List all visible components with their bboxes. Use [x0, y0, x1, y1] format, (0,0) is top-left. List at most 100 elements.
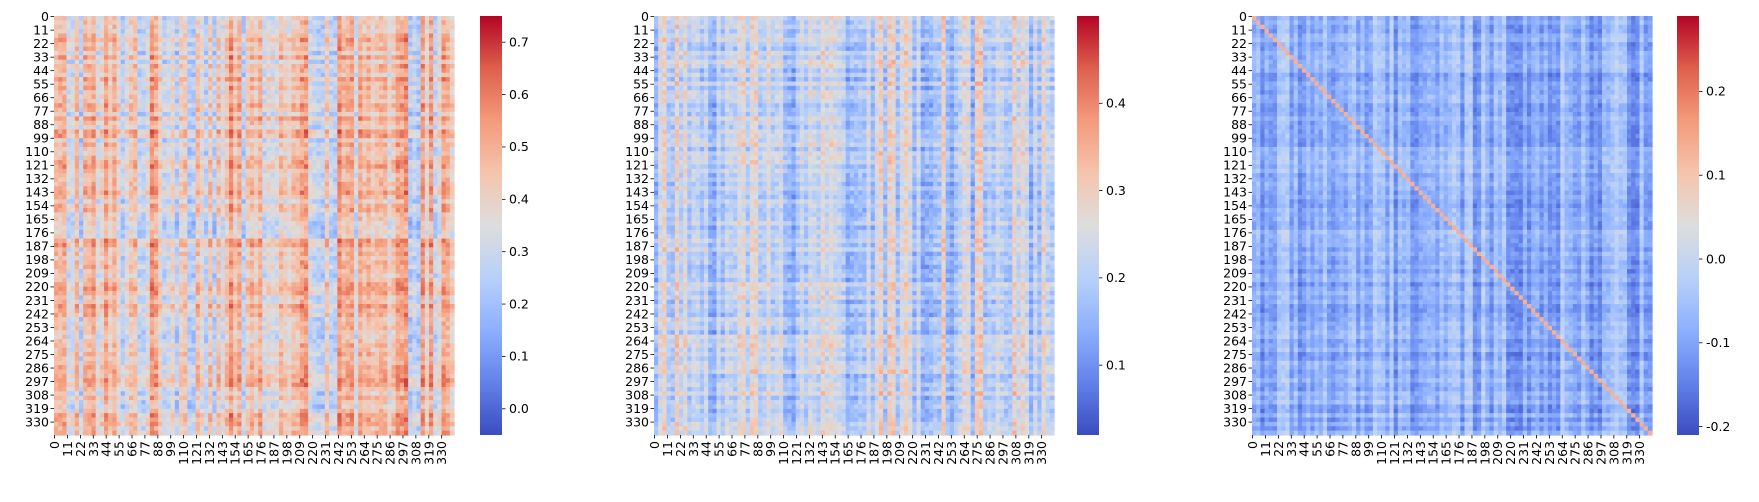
heatmap-cell — [54, 229, 59, 235]
heatmap-cell — [170, 68, 176, 74]
heatmap-cell — [62, 68, 68, 74]
heatmap-cell — [387, 190, 393, 196]
heatmap-cell — [237, 229, 243, 235]
heatmap-cell — [329, 186, 334, 192]
heatmap-cell — [191, 238, 197, 244]
heatmap-cell — [324, 29, 330, 35]
heatmap-cell — [270, 181, 276, 187]
heatmap-cell — [408, 221, 413, 227]
heatmap-cell — [329, 90, 334, 96]
heatmap-cell — [324, 173, 330, 179]
heatmap-cell — [108, 190, 113, 196]
heatmap-cell — [112, 37, 118, 43]
heatmap-cell — [141, 20, 147, 26]
heatmap-cell — [162, 125, 168, 131]
heatmap-cell — [191, 29, 197, 35]
heatmap-cell — [295, 98, 301, 104]
heatmap-cell — [233, 42, 238, 48]
heatmap-cell — [429, 212, 434, 218]
heatmap-cell — [141, 59, 147, 65]
heatmap-cell — [412, 234, 418, 240]
heatmap-cell — [191, 20, 197, 26]
heatmap-cell — [320, 133, 326, 139]
heatmap-cell — [308, 103, 313, 109]
heatmap-cell — [141, 138, 147, 144]
heatmap-cell — [308, 212, 313, 218]
heatmap-cell — [212, 129, 218, 135]
heatmap-cell — [154, 90, 159, 96]
heatmap-cell — [99, 77, 105, 83]
heatmap-cell — [354, 94, 359, 100]
heatmap-cell — [424, 234, 430, 240]
heatmap-cell — [358, 199, 363, 205]
heatmap-cell — [216, 129, 222, 135]
heatmap-cell — [370, 177, 376, 183]
heatmap-cell — [129, 177, 134, 183]
heatmap-cell — [99, 238, 105, 244]
heatmap-cell — [233, 216, 238, 222]
heatmap-cell — [204, 155, 209, 161]
heatmap-cell — [241, 81, 247, 87]
heatmap-cell — [187, 29, 193, 35]
heatmap-cell — [424, 212, 430, 218]
heatmap-cell — [229, 160, 234, 165]
heatmap-cell — [112, 194, 118, 200]
heatmap-cell — [441, 24, 447, 30]
heatmap-cell — [170, 55, 176, 61]
heatmap-cell — [208, 199, 213, 205]
heatmap-cell — [66, 59, 72, 65]
heatmap-cell — [191, 225, 197, 231]
heatmap-cell — [295, 164, 301, 170]
heatmap-cell — [54, 116, 59, 122]
heatmap-cell — [254, 37, 259, 43]
heatmap-cell — [212, 20, 218, 26]
heatmap-cell — [416, 81, 422, 87]
heatmap-cell — [220, 142, 226, 148]
heatmap-cell — [174, 37, 180, 43]
heatmap-cell — [74, 208, 80, 213]
heatmap-cell — [299, 42, 305, 48]
heatmap-cell — [154, 24, 159, 30]
heatmap-cell — [274, 138, 280, 144]
heatmap-cell — [195, 190, 201, 196]
heatmap-cell — [74, 177, 80, 183]
heatmap-cell — [137, 46, 143, 52]
heatmap-cell — [341, 125, 347, 131]
heatmap-cell — [345, 85, 351, 91]
heatmap-cell — [399, 151, 405, 157]
heatmap-cell — [254, 125, 259, 131]
heatmap-cell — [433, 225, 438, 231]
heatmap-cell — [83, 120, 88, 126]
heatmap-cell — [58, 125, 63, 131]
heatmap-cell — [349, 168, 355, 174]
heatmap-cell — [283, 229, 288, 235]
heatmap-cell — [304, 177, 309, 183]
heatmap-cell — [399, 208, 405, 213]
heatmap-cell — [170, 173, 176, 179]
heatmap-cell — [412, 55, 418, 61]
heatmap-cell — [279, 77, 284, 83]
heatmap-cell — [424, 129, 430, 135]
heatmap-cell — [174, 221, 180, 227]
heatmap-cell — [95, 107, 101, 113]
heatmap-cell — [420, 234, 426, 240]
heatmap-cell — [70, 203, 76, 209]
heatmap-cell — [362, 164, 368, 170]
heatmap-cell — [145, 20, 151, 26]
heatmap-cell — [279, 181, 284, 187]
heatmap-cell — [441, 173, 447, 179]
heatmap-cell — [341, 181, 347, 187]
heatmap-cell — [420, 107, 426, 113]
heatmap-cell — [345, 125, 351, 131]
heatmap-cell — [395, 151, 401, 157]
heatmap-cell — [337, 20, 343, 26]
heatmap-cell — [87, 133, 93, 139]
heatmap-cell — [374, 194, 380, 200]
heatmap-cell — [320, 164, 326, 170]
heatmap-cell — [70, 186, 76, 192]
heatmap-cell — [229, 234, 234, 240]
heatmap-cell — [158, 42, 163, 48]
heatmap-cell — [74, 64, 80, 69]
heatmap-cell — [270, 160, 276, 165]
heatmap-cell — [383, 37, 388, 43]
